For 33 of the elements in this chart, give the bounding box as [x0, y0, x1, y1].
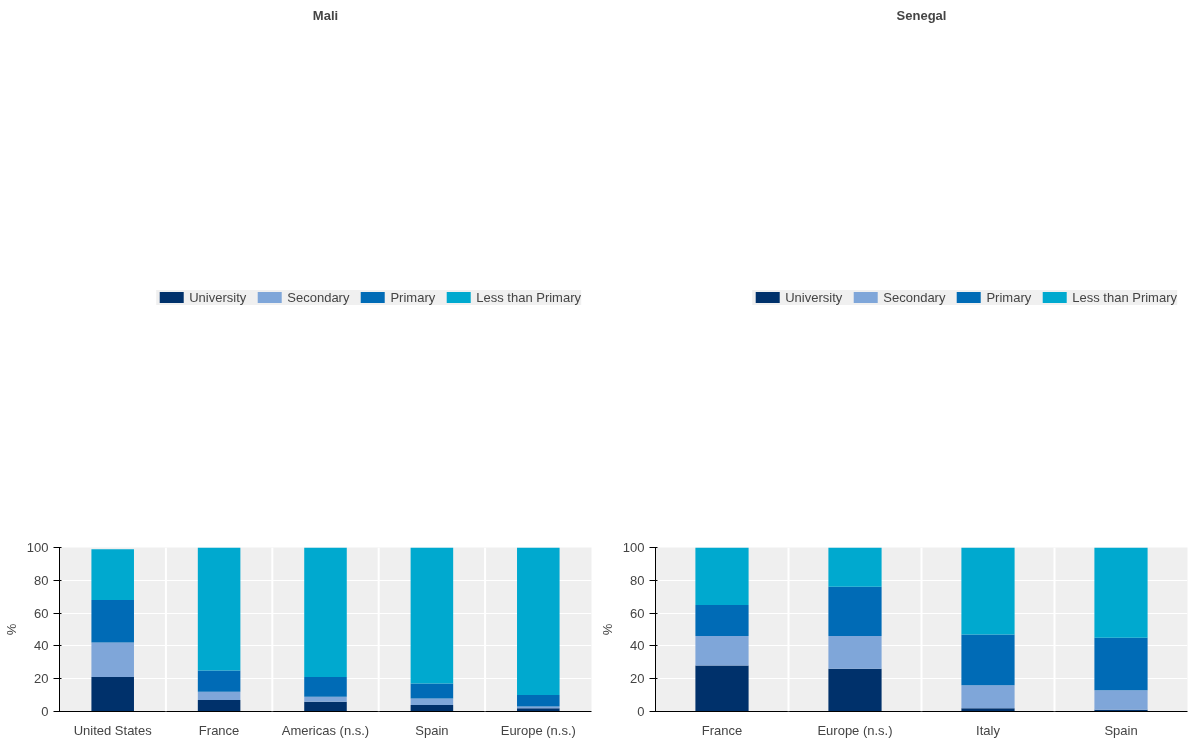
legend-label: Secondary — [883, 289, 946, 305]
chart-title: Senegal — [896, 7, 947, 23]
legend-label: Primary — [390, 289, 436, 305]
legend-label: Secondary — [287, 289, 350, 305]
legend-label: Less than Primary — [476, 289, 581, 305]
x-tick-label: Europe (n.s.) — [817, 722, 893, 738]
y-tick-label: 0 — [637, 704, 645, 719]
legend-label: University — [189, 289, 247, 305]
y-tick-label: 40 — [34, 638, 49, 654]
y-tick-label: 20 — [34, 671, 49, 687]
x-tick-label: Italy — [976, 722, 1001, 738]
x-tick-label: Spain — [415, 722, 449, 738]
y-tick-label: 100 — [622, 540, 645, 555]
y-tick-label: 100 — [26, 540, 49, 555]
legend-label: Primary — [986, 289, 1032, 305]
x-tick-label: Americas (n.s.) — [281, 722, 370, 738]
x-tick-label: France — [701, 722, 743, 738]
x-tick-label: Spain — [1104, 722, 1138, 738]
chart-title: Mali — [312, 7, 339, 23]
y-tick-label: 20 — [630, 671, 645, 687]
y-axis-title: % — [599, 623, 615, 636]
x-tick-label: United States — [73, 722, 153, 738]
y-tick-label: 80 — [34, 572, 49, 588]
x-tick-label: Europe (n.s.) — [500, 722, 576, 738]
y-tick-label: 40 — [630, 638, 645, 654]
x-tick-label: France — [198, 722, 240, 738]
y-tick-label: 60 — [34, 605, 49, 621]
legend-label: Less than Primary — [1072, 289, 1177, 305]
legend-label: University — [785, 289, 843, 305]
y-tick-label: 60 — [630, 605, 645, 621]
y-tick-label: 0 — [41, 704, 49, 719]
y-tick-label: 80 — [630, 572, 645, 588]
y-axis-title: % — [3, 623, 19, 636]
